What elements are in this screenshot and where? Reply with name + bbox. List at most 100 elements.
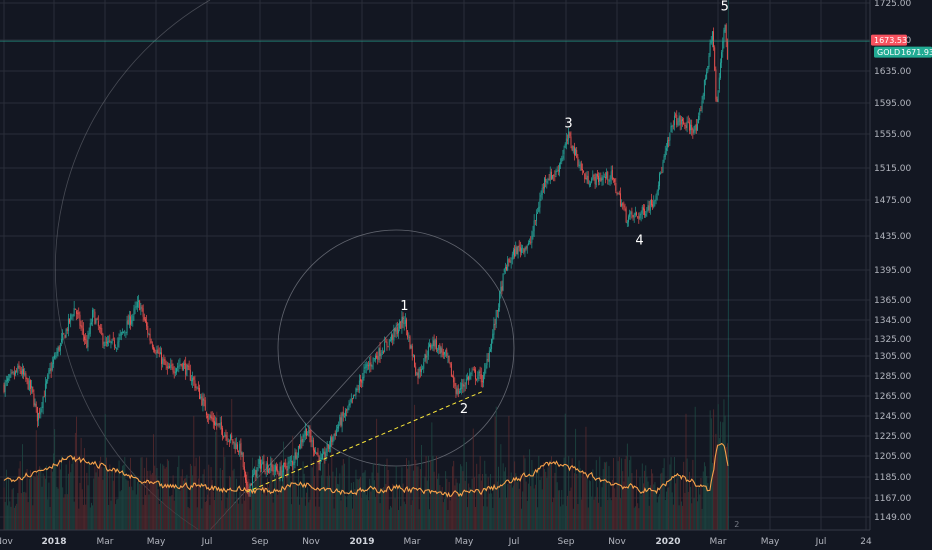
candle-body: [611, 169, 613, 180]
volume-bar: [492, 507, 494, 530]
volume-bar: [279, 478, 281, 530]
time-axis-panel[interactable]: [0, 530, 932, 550]
price-tags: 1673.53 GOLD 1671.93: [871, 34, 932, 58]
volume-bar: [565, 505, 567, 530]
candle-body: [158, 352, 160, 354]
fib-fan-line[interactable]: [209, 317, 405, 531]
candle-body: [549, 171, 551, 182]
volume-bar: [441, 487, 443, 530]
volume-bar: [319, 491, 321, 530]
y-tick-label: 1205.00: [874, 452, 911, 462]
volume-bar: [488, 493, 490, 530]
volume-bar: [189, 463, 191, 530]
volume-bar: [185, 478, 187, 530]
volume-bar: [442, 502, 444, 530]
volume-bar: [521, 508, 522, 530]
candle-body: [323, 451, 325, 455]
candle-body: [717, 90, 719, 102]
candle-body: [634, 213, 636, 215]
volume-bar: [304, 505, 306, 530]
candle-body: [141, 306, 143, 308]
wave-label-3[interactable]: 3: [564, 117, 572, 132]
volume-bar: [594, 496, 596, 530]
volume-bar: [248, 479, 250, 530]
volume-bar: [577, 504, 579, 530]
volume-bar: [683, 461, 685, 530]
volume-bar: [150, 474, 152, 530]
volume-bar: [368, 500, 370, 530]
volume-bar: [462, 471, 464, 530]
volume-bar: [298, 470, 299, 530]
candle-body: [638, 216, 640, 220]
candle-body: [711, 31, 713, 42]
y-tick-label: 1225.00: [874, 432, 911, 442]
volume-bar: [647, 481, 649, 530]
volume-bar: [429, 509, 430, 530]
candle-body: [662, 162, 664, 172]
candle-body: [398, 329, 399, 334]
candle-body: [284, 463, 286, 464]
volume-bar: [484, 460, 486, 530]
candle-body: [239, 443, 241, 453]
volume-bar: [391, 507, 393, 530]
candle-body: [27, 379, 29, 390]
candle-body: [251, 475, 253, 486]
fib-circle-small[interactable]: [277, 229, 515, 467]
candle-body: [548, 178, 550, 181]
candle-body: [170, 364, 172, 368]
volume-bar: [200, 482, 202, 530]
candle-body: [145, 319, 146, 322]
volume-bar: [285, 486, 287, 530]
volume-bar: [202, 474, 204, 530]
candle-body: [357, 388, 359, 390]
volume-bar: [315, 506, 317, 530]
candle-body: [636, 212, 637, 216]
candle-body: [97, 320, 99, 327]
volume-bar: [637, 503, 639, 530]
candle-body: [384, 341, 386, 353]
volume-bar: [552, 502, 554, 530]
wave-label-1[interactable]: 1: [400, 299, 408, 314]
candle-body: [646, 210, 648, 214]
candle-body: [479, 370, 481, 373]
volume-bar: [561, 490, 563, 530]
candle-body: [502, 273, 504, 291]
candle-body: [663, 156, 665, 162]
volume-bar: [670, 457, 672, 530]
price-axis-panel[interactable]: [870, 0, 932, 530]
wave-label-5[interactable]: 5: [721, 0, 729, 14]
trendline-wave-1-2[interactable]: [246, 390, 484, 493]
candle-body: [386, 341, 388, 346]
volume-bar: [84, 448, 85, 530]
wave-label-4[interactable]: 4: [635, 233, 643, 248]
candle-body: [486, 358, 488, 366]
volume-bar: [446, 478, 448, 530]
candle-body: [435, 340, 437, 350]
candle-body: [354, 394, 356, 396]
candle-body: [509, 261, 511, 263]
volume-bar: [311, 467, 313, 530]
candle-body: [36, 406, 38, 422]
wave-label-2[interactable]: 2: [460, 402, 468, 417]
candle-body: [631, 211, 633, 216]
volume-bar: [490, 474, 491, 530]
candle-body: [537, 212, 539, 214]
y-tick-label: 1475.00: [874, 196, 911, 206]
volume-bar: [496, 481, 498, 530]
volume-bar: [13, 507, 15, 530]
volume-bar: [18, 468, 20, 530]
volume-bar: [283, 441, 284, 530]
volume-bar: [502, 463, 504, 530]
candle-body: [425, 354, 427, 359]
volume-bar: [682, 505, 683, 530]
candle-body: [456, 389, 458, 395]
volume-bar: [712, 462, 713, 530]
candle-body: [19, 368, 21, 372]
candle-body: [540, 194, 542, 198]
volume-bar: [582, 471, 583, 530]
volume-bar: [528, 483, 529, 530]
candle-body: [592, 175, 594, 180]
volume-bar: [634, 506, 636, 530]
volume-moving-average: [3, 442, 729, 498]
